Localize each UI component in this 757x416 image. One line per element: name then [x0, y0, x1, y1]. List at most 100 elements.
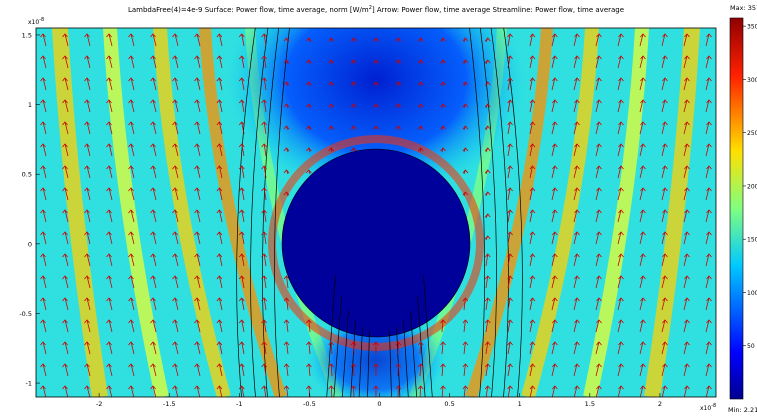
- field-arrow: [194, 319, 201, 333]
- field-arrow: [62, 99, 69, 113]
- field-arrow: [194, 121, 201, 135]
- field-arrow: [306, 147, 312, 153]
- field-arrow: [683, 33, 690, 47]
- field-arrow: [328, 103, 335, 109]
- field-arrow: [705, 363, 712, 377]
- field-arrow: [216, 385, 223, 397]
- field-arrow: [573, 319, 580, 333]
- field-arrow: [573, 385, 580, 397]
- field-arrow: [194, 143, 201, 157]
- field-arrow: [395, 81, 402, 87]
- field-arrow: [306, 319, 312, 333]
- field-arrow: [573, 33, 580, 47]
- streamline: [250, 28, 269, 397]
- field-arrow: [595, 165, 602, 179]
- field-arrow: [683, 99, 690, 113]
- streamline: [469, 28, 485, 397]
- field-arrow: [128, 77, 135, 91]
- field-arrow: [150, 33, 157, 47]
- field-arrow: [395, 125, 402, 131]
- field-arrow: [238, 231, 245, 245]
- field-arrow: [551, 143, 558, 157]
- field-arrow: [417, 385, 424, 397]
- field-arrow: [194, 77, 201, 91]
- field-arrow: [283, 125, 290, 131]
- field-arrow: [306, 341, 312, 355]
- field-arrow: [62, 231, 69, 245]
- field-arrow: [661, 121, 668, 135]
- field-arrow: [440, 125, 446, 131]
- field-arrow: [395, 363, 402, 377]
- field-arrow: [440, 81, 446, 87]
- field-arrow: [440, 385, 446, 397]
- field-arrow: [328, 125, 335, 131]
- field-arrow: [595, 99, 602, 113]
- field-arrow: [462, 385, 469, 397]
- field-arrow: [683, 297, 690, 311]
- field-arrow: [261, 121, 267, 135]
- field-arrow: [440, 147, 446, 153]
- field-arrow: [529, 231, 536, 245]
- field-arrow: [705, 143, 712, 157]
- field-arrow: [462, 103, 469, 109]
- field-arrow: [194, 55, 201, 69]
- field-arrow: [484, 81, 491, 87]
- field-arrow: [350, 59, 357, 65]
- field-arrow: [40, 363, 47, 377]
- field-arrow: [507, 33, 513, 47]
- field-arrow: [661, 231, 668, 245]
- field-arrow: [639, 231, 646, 245]
- field-arrow: [106, 165, 113, 179]
- field-arrow: [84, 341, 91, 355]
- field-arrow: [507, 341, 513, 355]
- field-arrow: [683, 55, 690, 69]
- field-arrow: [172, 363, 179, 377]
- field-arrow: [551, 187, 558, 201]
- field-arrow: [238, 187, 245, 201]
- field-arrow: [216, 99, 223, 113]
- field-arrow: [507, 209, 513, 223]
- field-arrow: [238, 209, 245, 223]
- field-arrow: [84, 187, 91, 201]
- field-arrow: [639, 187, 646, 201]
- field-arrow: [373, 81, 379, 87]
- field-arrow: [84, 253, 91, 267]
- field-arrow: [661, 385, 668, 397]
- field-arrow: [507, 253, 513, 267]
- field-arrow: [462, 59, 469, 65]
- field-arrow: [238, 363, 245, 377]
- plot-area: [36, 28, 716, 397]
- field-arrow: [373, 385, 379, 397]
- field-arrow: [661, 341, 668, 355]
- field-arrow: [639, 297, 646, 311]
- field-arrow: [172, 275, 179, 289]
- field-arrow: [529, 341, 536, 355]
- field-arrow: [40, 385, 47, 397]
- field-arrow: [106, 275, 113, 289]
- field-arrow: [40, 209, 47, 223]
- field-arrow: [128, 121, 135, 135]
- field-arrow: [440, 59, 446, 65]
- field-arrow: [328, 385, 335, 397]
- field-arrow: [417, 147, 424, 153]
- field-arrow: [106, 33, 113, 47]
- field-arrow: [350, 363, 357, 377]
- field-arrow: [62, 363, 69, 377]
- field-arrow: [484, 125, 491, 131]
- field-arrow: [551, 77, 558, 91]
- field-arrow: [194, 99, 201, 113]
- x-tick-label: 1: [518, 400, 522, 408]
- field-arrow: [551, 33, 558, 47]
- intensity-band: [52, 28, 108, 397]
- field-arrow: [106, 231, 113, 245]
- scatterer-disk: [281, 148, 471, 338]
- field-arrow: [194, 165, 201, 179]
- field-arrow: [661, 33, 668, 47]
- field-arrow: [595, 143, 602, 157]
- field-arrow: [705, 297, 712, 311]
- field-arrow: [238, 297, 245, 311]
- field-arrow: [705, 55, 712, 69]
- field-arrow: [238, 319, 245, 333]
- field-arrow: [529, 55, 536, 69]
- field-arrow: [484, 169, 491, 175]
